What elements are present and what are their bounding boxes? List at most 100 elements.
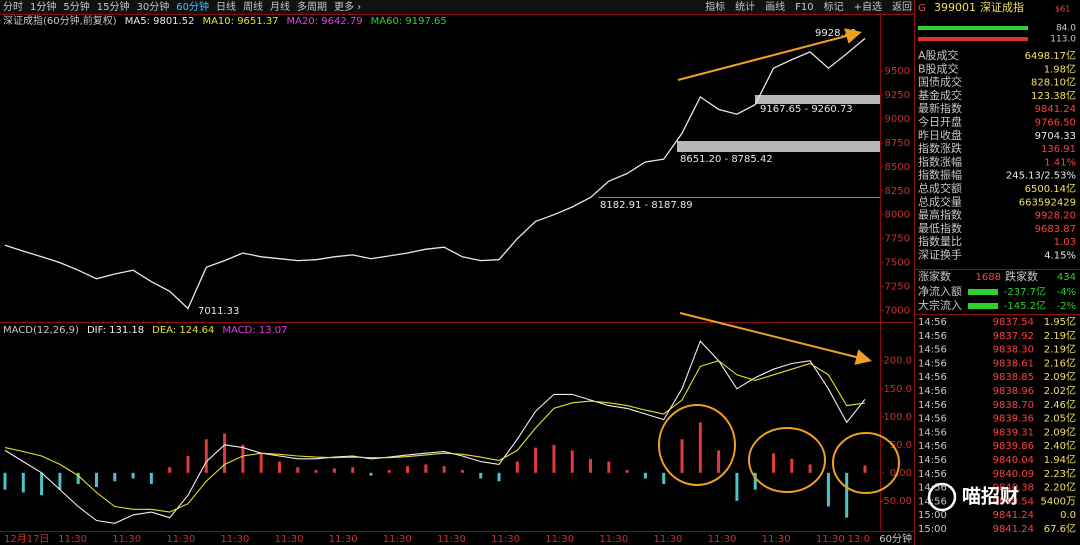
flow-bar xyxy=(968,303,998,309)
row-value: 828.10亿 xyxy=(1031,76,1076,89)
tool-button[interactable]: 标记 xyxy=(824,1,844,13)
row-label: 最低指数 xyxy=(918,221,962,235)
time-label: 11:30 xyxy=(275,534,304,545)
tick-price: 9838.96 xyxy=(993,386,1034,397)
macd-bar xyxy=(863,465,867,473)
period-tab[interactable]: 30分钟 xyxy=(136,0,169,13)
macd-bar xyxy=(58,472,62,490)
time-label: 11:30 xyxy=(166,534,195,545)
highlight-circle xyxy=(748,427,826,493)
tick-price: 9841.24 xyxy=(993,510,1034,521)
tool-button[interactable]: 统计 xyxy=(735,0,755,13)
time-label: 11:30 xyxy=(221,534,250,545)
breadth-value: 434 xyxy=(1057,272,1076,283)
period-tab[interactable]: 60分钟 xyxy=(176,0,209,13)
period-label: 60分钟 xyxy=(879,532,912,545)
tick-time: 14:56 xyxy=(918,469,947,480)
y-tick-label: 150.0 xyxy=(883,384,912,395)
macd-bar xyxy=(625,470,629,473)
tick-price: 9838.85 xyxy=(993,372,1034,383)
legend-item: MA20: 9642.79 xyxy=(287,16,363,27)
period-tab[interactable]: 月线 xyxy=(270,0,290,13)
time-label: 11:30 xyxy=(545,534,574,545)
time-label: 11:30 xyxy=(491,534,520,545)
tool-button[interactable]: 画线 xyxy=(765,0,785,13)
period-tab[interactable]: 周线 xyxy=(243,0,263,13)
period-tab[interactable]: 日线 xyxy=(216,0,236,13)
legend-item: MA5: 9801.52 xyxy=(125,16,195,27)
macd-bar xyxy=(698,422,702,473)
tick-price: 9839.86 xyxy=(993,441,1034,452)
macd-bar xyxy=(351,467,355,473)
tick-time: 14:56 xyxy=(918,496,947,507)
time-label: 11:30 xyxy=(329,534,358,545)
time-label: 11:30 xyxy=(762,534,791,545)
mini-bar xyxy=(918,26,1028,30)
flow-value: -237.7亿 xyxy=(1004,285,1046,298)
period-tab[interactable]: 15分钟 xyxy=(97,0,130,13)
highlight-circle xyxy=(832,432,900,494)
row-label: 总成交额 xyxy=(918,181,962,195)
period-tab[interactable]: 多周期 xyxy=(297,0,327,13)
y-tick-label: 7500 xyxy=(885,258,910,269)
tick-price: 9840.38 xyxy=(993,483,1034,494)
row-label: 指数量比 xyxy=(918,234,962,248)
macd-legend: DIF: 131.18 xyxy=(87,325,144,336)
macd-bar xyxy=(790,458,794,473)
panel-flag: G xyxy=(918,3,926,14)
tick-volume: 2.09亿 xyxy=(1044,425,1076,438)
tick-volume: 2.16亿 xyxy=(1044,356,1076,369)
period-tab[interactable]: 5分钟 xyxy=(63,0,89,13)
tick-time: 14:56 xyxy=(918,427,947,438)
flow-label: 大宗流入 xyxy=(918,298,962,312)
period-tab[interactable]: 1分钟 xyxy=(30,0,56,13)
time-label: 11:30 xyxy=(437,534,466,545)
time-label: 11:30 xyxy=(654,534,683,545)
row-label: A股成交 xyxy=(918,48,959,62)
row-value: 136.91 xyxy=(1041,144,1076,155)
tool-button[interactable]: 指标 xyxy=(705,0,725,13)
macd-bar xyxy=(424,464,428,473)
time-label: 11:30 xyxy=(112,534,141,545)
tool-button[interactable]: F10 xyxy=(795,2,813,13)
flow-bar xyxy=(968,289,998,295)
tick-time: 14:56 xyxy=(918,331,947,342)
flow-label: 净流入额 xyxy=(918,284,962,298)
macd-bar xyxy=(772,453,776,473)
macd-bar xyxy=(406,466,410,473)
row-label: 最新指数 xyxy=(918,101,962,115)
macd-legend: MACD: 13.07 xyxy=(222,325,287,336)
macd-bar xyxy=(570,450,574,473)
macd-bar xyxy=(3,472,7,490)
macd-chart: MACD(12,26,9) DIF: 131.18 DEA: 124.64 MACD:… xyxy=(3,325,912,524)
tool-button[interactable]: +自选 xyxy=(854,0,882,13)
flow-pct: -2% xyxy=(1057,301,1076,312)
tick-volume: 5400万 xyxy=(1041,496,1076,507)
y-tick-label: 9000 xyxy=(885,114,910,125)
tick-price: 9837.92 xyxy=(993,331,1034,342)
macd-bar xyxy=(149,472,153,485)
macd-bar xyxy=(332,468,336,473)
tool-button[interactable]: 返回 xyxy=(892,1,912,13)
row-value: 9841.24 xyxy=(1035,104,1076,115)
row-label: 基金成交 xyxy=(918,88,962,102)
y-tick-label: 50.0 xyxy=(890,440,912,451)
period-tab[interactable]: 更多 › xyxy=(334,0,361,13)
tick-price: 9839.36 xyxy=(993,414,1034,425)
time-label: 12月17日 xyxy=(4,533,49,545)
annotation: 7011.33 xyxy=(198,306,239,317)
row-label: 指数涨幅 xyxy=(918,154,962,168)
tick-price: 9841.24 xyxy=(993,524,1034,535)
row-value: 123.38亿 xyxy=(1031,89,1076,102)
macd-bar xyxy=(479,472,483,479)
macd-bar xyxy=(94,472,98,487)
period-tab[interactable]: 分时 xyxy=(3,1,23,13)
trend-arrow xyxy=(679,312,872,365)
y-tick-label: 8250 xyxy=(885,186,910,197)
tick-price: 9840.04 xyxy=(993,455,1034,466)
macd-bar xyxy=(735,472,739,501)
macd-bar xyxy=(223,433,227,473)
tick-volume: 1.95亿 xyxy=(1044,315,1076,328)
macd-bar xyxy=(76,472,80,485)
